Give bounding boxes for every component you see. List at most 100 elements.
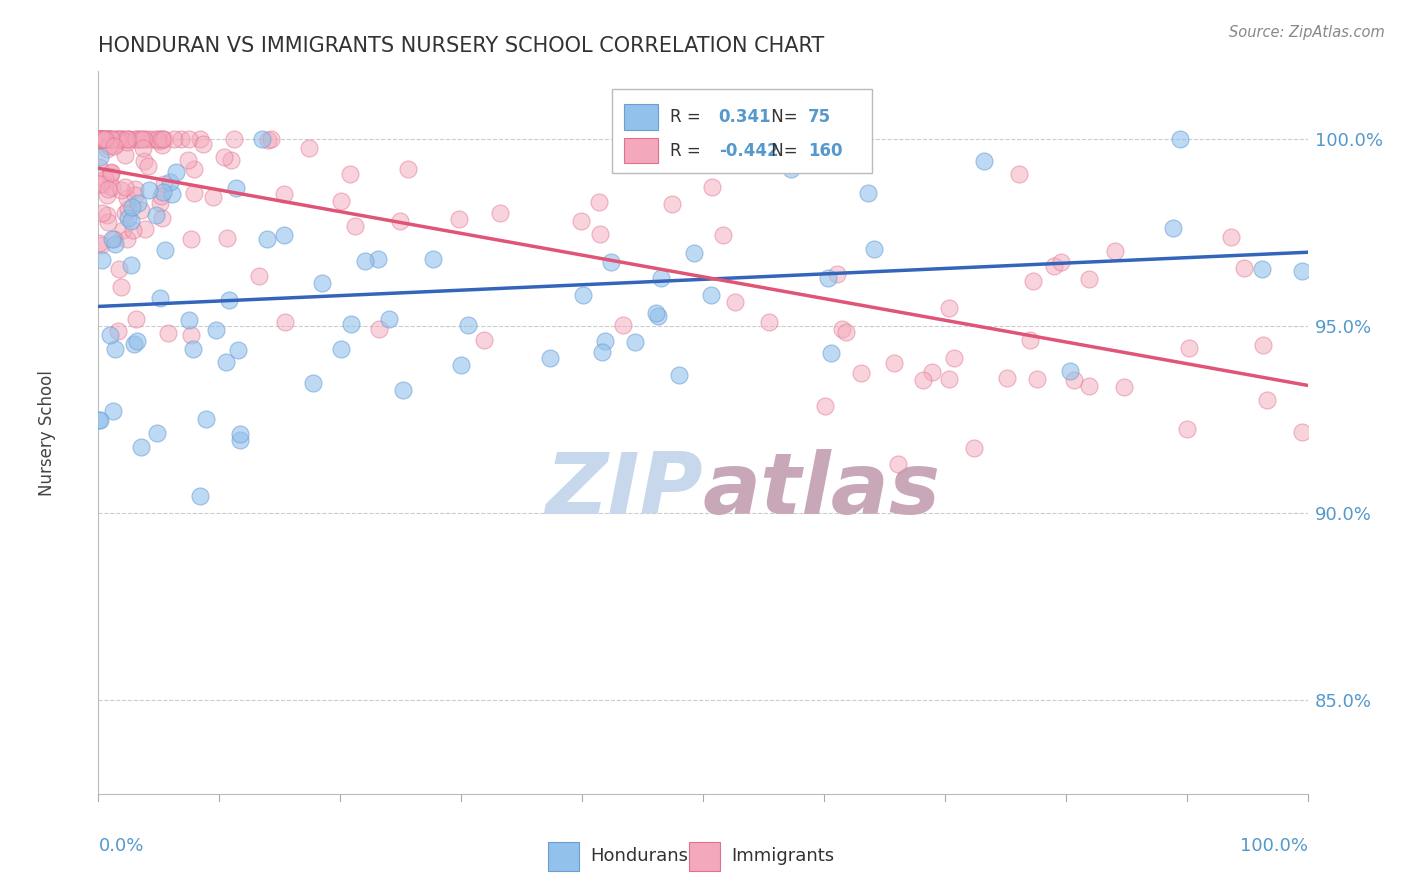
Point (339, 167, 361, 181)
Point (624, 334, 647, 349)
Point (650, 270, 672, 285)
Point (89, 132, 111, 146)
Point (90, 132, 112, 146)
Point (1078, 271, 1101, 285)
Point (120, 258, 142, 272)
Point (134, 222, 156, 236)
Point (96, 132, 118, 146)
Point (834, 325, 856, 339)
Text: Nursery School: Nursery School (38, 369, 56, 496)
Point (183, 161, 205, 176)
Point (256, 133, 278, 147)
Bar (624, 104, 658, 129)
Point (1063, 373, 1085, 387)
Point (114, 147, 136, 161)
Point (96, 188, 118, 202)
Point (117, 202, 139, 216)
Point (117, 211, 139, 225)
Text: R =: R = (671, 142, 706, 160)
Point (911, 373, 934, 387)
Text: ZIP: ZIP (546, 449, 703, 532)
Point (91, 132, 114, 146)
Point (202, 190, 225, 204)
Point (122, 222, 145, 236)
Point (449, 211, 471, 226)
Point (367, 322, 389, 336)
Point (117, 132, 139, 146)
Point (647, 309, 669, 323)
Point (1018, 333, 1040, 347)
Point (1233, 261, 1256, 276)
Point (391, 383, 413, 397)
Point (612, 318, 634, 332)
Point (159, 175, 181, 189)
Text: Source: ZipAtlas.com: Source: ZipAtlas.com (1229, 25, 1385, 40)
Point (343, 219, 366, 233)
Point (170, 132, 193, 146)
Point (125, 334, 148, 348)
Point (942, 351, 965, 365)
Point (887, 458, 910, 472)
Point (112, 223, 135, 237)
Point (1291, 425, 1313, 440)
Point (224, 132, 246, 146)
Point (330, 342, 353, 356)
Point (89, 413, 111, 427)
Point (260, 132, 283, 146)
Point (115, 232, 138, 246)
Point (125, 311, 148, 326)
Point (179, 132, 201, 146)
Point (132, 153, 155, 168)
Point (921, 365, 943, 379)
Point (91, 132, 114, 146)
Point (1178, 341, 1201, 355)
Point (973, 154, 995, 169)
Point (683, 246, 706, 260)
Text: 100.0%: 100.0% (1240, 838, 1308, 855)
Point (100, 166, 122, 180)
Point (273, 187, 295, 202)
Point (89, 178, 111, 192)
Point (96, 132, 118, 146)
Point (150, 138, 173, 153)
Point (101, 232, 124, 246)
Point (183, 186, 205, 200)
Text: 0.341: 0.341 (718, 108, 772, 126)
Point (124, 336, 146, 351)
Point (87, 413, 110, 427)
Point (91, 132, 114, 146)
Point (571, 214, 593, 228)
Point (138, 183, 160, 197)
Point (814, 399, 837, 413)
Point (153, 177, 176, 191)
Point (127, 196, 149, 211)
Point (218, 293, 240, 307)
Point (229, 434, 252, 448)
Point (883, 356, 905, 370)
Point (104, 136, 127, 151)
Point (367, 252, 389, 267)
Point (779, 161, 801, 176)
Point (100, 180, 122, 194)
Point (700, 179, 723, 194)
Point (212, 150, 235, 164)
Point (89, 150, 111, 164)
Point (354, 254, 377, 268)
Point (152, 132, 174, 146)
Point (156, 326, 179, 341)
Text: 0.0%: 0.0% (98, 838, 143, 855)
Point (825, 268, 848, 282)
Point (101, 403, 124, 417)
Point (145, 208, 167, 222)
Point (215, 355, 238, 369)
Point (148, 134, 170, 148)
Point (124, 132, 146, 146)
Point (132, 132, 155, 146)
Point (146, 132, 169, 146)
Point (724, 295, 747, 310)
Point (256, 232, 278, 246)
Point (217, 230, 239, 244)
Point (863, 242, 886, 256)
Point (128, 132, 150, 146)
Point (160, 187, 183, 202)
